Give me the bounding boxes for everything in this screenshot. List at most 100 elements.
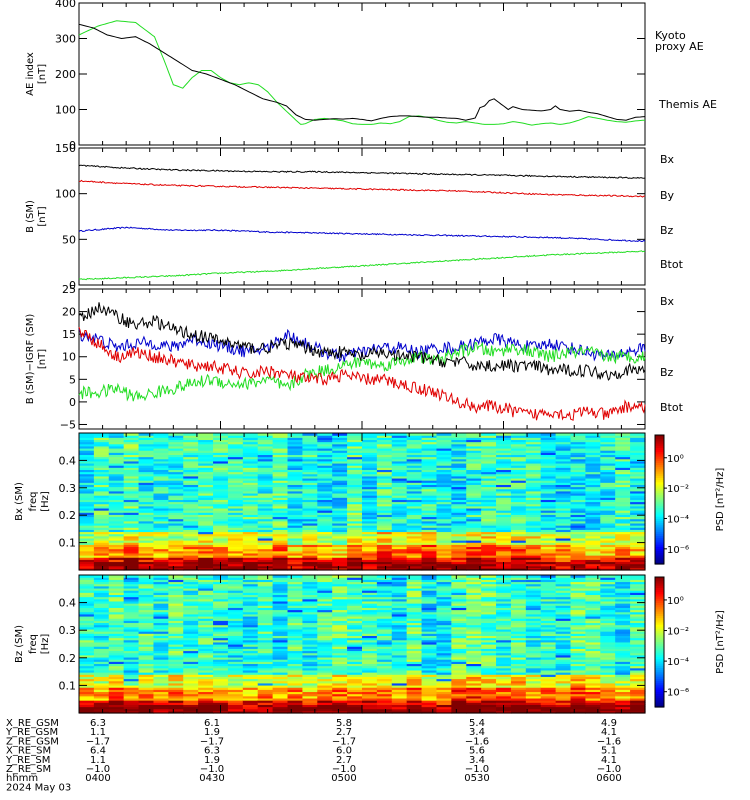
spectrogram-cell bbox=[421, 583, 438, 587]
spectrogram-cell bbox=[272, 592, 289, 596]
spectrogram-cell bbox=[123, 609, 140, 613]
spectrogram-cell bbox=[496, 473, 512, 477]
spectrogram-cell bbox=[153, 624, 169, 628]
spectrogram-cell bbox=[138, 626, 155, 630]
spectrogram-cell bbox=[436, 486, 452, 490]
spectrogram-cell bbox=[451, 490, 467, 494]
spectrogram-cell bbox=[168, 550, 184, 554]
spectrogram-cell bbox=[257, 518, 274, 522]
spectrogram-cell bbox=[287, 641, 304, 645]
spectrogram-cell bbox=[123, 646, 140, 649]
spectrogram-cell bbox=[376, 613, 393, 617]
spectrogram-cell bbox=[496, 639, 512, 643]
colorbar-cell bbox=[655, 557, 664, 561]
spectrogram-cell bbox=[451, 555, 467, 558]
spectrogram-cell bbox=[242, 689, 259, 693]
spectrogram-cell bbox=[376, 672, 393, 675]
spectrogram-cell bbox=[406, 537, 423, 541]
spectrogram-cell bbox=[525, 609, 542, 613]
spectrogram-cell bbox=[347, 537, 363, 541]
spectrogram-cell bbox=[257, 507, 274, 511]
spectrogram-cell bbox=[227, 501, 244, 505]
spectrogram-cell bbox=[123, 585, 140, 589]
spectrogram-cell bbox=[227, 537, 244, 541]
spectrogram-cell bbox=[630, 454, 646, 458]
spectrogram-cell bbox=[347, 499, 363, 503]
spectrogram-cell bbox=[466, 525, 482, 528]
spectrogram-cell bbox=[168, 590, 184, 593]
spectrogram-cell bbox=[347, 488, 363, 492]
colorbar-cell bbox=[655, 510, 664, 513]
spectrogram-cell bbox=[570, 546, 587, 550]
spectrogram-cell bbox=[153, 484, 169, 488]
spectrogram-cell bbox=[496, 555, 512, 558]
spectrogram-cell bbox=[391, 535, 408, 539]
spectrogram-cell bbox=[347, 661, 363, 665]
spectrogram-cell bbox=[198, 484, 214, 488]
spectrogram-cell bbox=[317, 450, 333, 453]
y-tick-label: 200 bbox=[55, 68, 76, 81]
spectrogram-cell bbox=[451, 458, 467, 462]
spectrogram-cell bbox=[376, 452, 393, 456]
spectrogram-cell bbox=[138, 631, 155, 634]
spectrogram-cell bbox=[227, 546, 244, 550]
spectrogram-cell bbox=[108, 583, 125, 587]
spectrogram-cell bbox=[317, 462, 333, 466]
spectrogram-cell bbox=[183, 663, 199, 667]
spectrogram-cell bbox=[138, 452, 155, 456]
spectrogram-cell bbox=[242, 546, 259, 550]
spectrogram-cell bbox=[540, 682, 557, 686]
spectrogram-cell bbox=[630, 531, 646, 535]
spectrogram-cell bbox=[496, 652, 512, 656]
spectrogram-cell bbox=[138, 439, 155, 443]
spectrogram-cell bbox=[525, 622, 542, 626]
spectrogram-cell bbox=[242, 700, 259, 703]
legend-bx: Bx bbox=[660, 153, 675, 166]
spectrogram-cell bbox=[406, 669, 423, 673]
spectrogram-cell bbox=[510, 659, 527, 662]
spectrogram-cell bbox=[630, 550, 646, 554]
spectrogram-cell bbox=[123, 600, 140, 604]
spectrogram-cell bbox=[153, 682, 169, 686]
spectrogram-cell bbox=[406, 522, 423, 526]
spectrogram-cell bbox=[138, 620, 155, 624]
spectrogram-cell bbox=[585, 454, 601, 458]
spectrogram-cell bbox=[510, 620, 527, 624]
spectrogram-cell bbox=[451, 702, 467, 705]
spectrogram-cell bbox=[153, 555, 169, 558]
y-tick-label: 15 bbox=[62, 328, 76, 341]
spectrogram-cell bbox=[466, 691, 482, 695]
spectrogram-cell bbox=[525, 559, 542, 563]
spectrogram-cell bbox=[585, 567, 601, 571]
spectrogram-cell bbox=[436, 447, 452, 451]
spectrogram-cell bbox=[317, 648, 333, 652]
spectrogram-cell bbox=[585, 486, 601, 490]
spectrogram-cell bbox=[555, 615, 572, 619]
spectrogram-cell bbox=[272, 520, 289, 524]
spectrogram-cell bbox=[198, 587, 214, 591]
spectrogram-cell bbox=[481, 537, 497, 541]
spectrogram-cell bbox=[406, 475, 423, 479]
spectrogram-cell bbox=[183, 592, 199, 596]
spectrogram-cell bbox=[257, 639, 274, 643]
spectrogram-cell bbox=[272, 661, 289, 665]
spectrogram-cell bbox=[79, 441, 95, 445]
spectrogram-cell bbox=[481, 620, 497, 624]
spectrogram-cell bbox=[421, 516, 438, 520]
spectrogram-cell bbox=[451, 456, 467, 460]
spectrogram-cell bbox=[123, 497, 140, 500]
spectrogram-cell bbox=[466, 637, 482, 641]
spectrogram-cell bbox=[153, 678, 169, 682]
spectrogram-cell bbox=[496, 497, 512, 500]
spectrogram-cell bbox=[347, 583, 363, 587]
spectrogram-cell bbox=[510, 480, 527, 483]
spectrogram-cell bbox=[347, 507, 363, 511]
spectrogram-cell bbox=[227, 650, 244, 654]
spectrogram-cell bbox=[466, 460, 482, 464]
spectrogram-cell bbox=[153, 439, 169, 443]
spectrogram-cell bbox=[451, 618, 467, 621]
spectrogram-cell bbox=[272, 555, 289, 558]
spectrogram-cell bbox=[540, 443, 557, 447]
spectrogram-cell bbox=[93, 546, 110, 550]
spectrogram-cell bbox=[376, 475, 393, 479]
